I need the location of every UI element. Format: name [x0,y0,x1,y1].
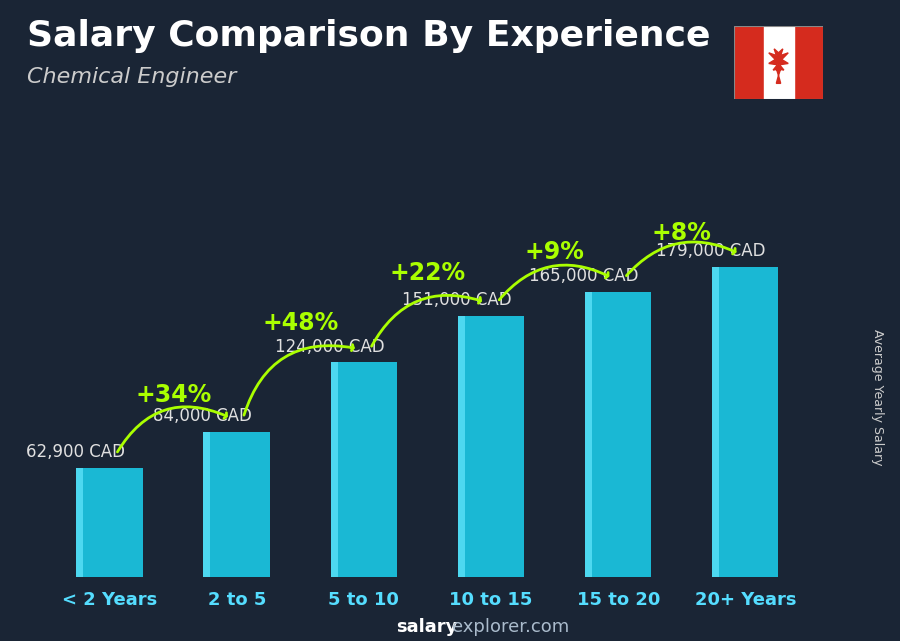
Bar [734,26,763,99]
Bar [712,267,778,577]
Text: +34%: +34% [135,383,212,408]
Text: Chemical Engineer: Chemical Engineer [27,67,237,87]
Bar [585,292,652,577]
Text: 179,000 CAD: 179,000 CAD [656,242,766,260]
Bar [763,26,794,99]
Text: +22%: +22% [390,261,465,285]
Bar [76,468,84,577]
Polygon shape [769,49,788,83]
Text: 151,000 CAD: 151,000 CAD [402,291,511,309]
Bar [331,362,397,577]
Text: 165,000 CAD: 165,000 CAD [529,267,639,285]
Bar [203,431,211,577]
Text: Average Yearly Salary: Average Yearly Salary [871,329,884,465]
Bar [585,292,592,577]
Bar [712,267,719,577]
Text: salary: salary [396,618,457,636]
Text: explorer.com: explorer.com [452,618,569,636]
Bar [203,431,270,577]
Text: Salary Comparison By Experience: Salary Comparison By Experience [27,19,710,53]
Bar [458,316,524,577]
Bar [794,26,824,99]
Bar [458,316,464,577]
Bar [330,362,338,577]
Text: +8%: +8% [652,221,712,245]
Bar [76,468,143,577]
Text: +9%: +9% [525,240,585,264]
Text: +48%: +48% [262,311,338,335]
Text: 62,900 CAD: 62,900 CAD [26,443,125,462]
Text: 84,000 CAD: 84,000 CAD [153,407,252,425]
Text: 124,000 CAD: 124,000 CAD [274,338,384,356]
